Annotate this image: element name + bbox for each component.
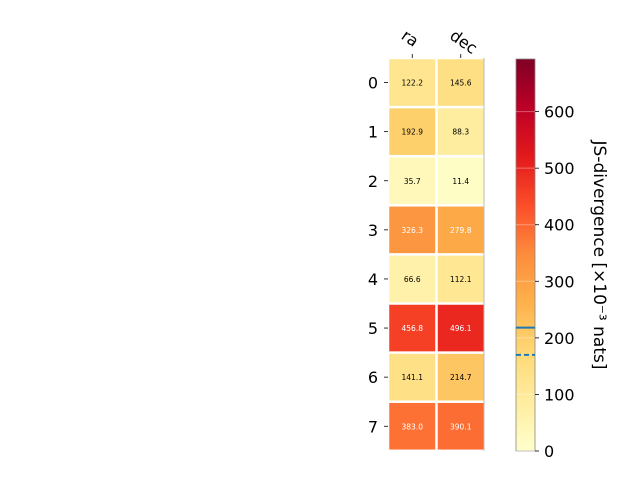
row-label: 3: [368, 221, 378, 240]
heatmap-cell: [437, 255, 484, 303]
colorbar-tick-label: 200: [544, 329, 575, 348]
cell-value-label: 456.8: [402, 324, 424, 333]
cell-value-label: 66.6: [404, 275, 421, 284]
heatmap-cell: [437, 157, 484, 205]
heatmap-cell: [437, 353, 484, 401]
row-label: 1: [368, 123, 378, 142]
cell-value-label: 122.2: [402, 79, 424, 88]
column-label: ra: [398, 26, 422, 51]
heatmap-cell: [389, 206, 436, 254]
colorbar-label: JS-divergence [×10⁻³ nats]: [589, 140, 609, 370]
colorbar-tick-label: 0: [544, 442, 554, 461]
cell-value-label: 326.3: [402, 226, 424, 235]
colorbar: 0 100 200 300 400 500 600: [515, 58, 575, 461]
heatmap-cell: [389, 402, 436, 450]
colorbar-tick-label: 400: [544, 216, 575, 235]
row-label: 0: [368, 74, 378, 93]
colorbar-gradient: [515, 58, 536, 452]
heatmap-cell: [389, 108, 436, 155]
heatmap-cell: [389, 255, 436, 303]
cell-value-label: 192.9: [402, 128, 424, 137]
heatmap-cell: [389, 59, 436, 106]
heatmap-grid: 122.2 145.6 192.9 88.3 35.7 11.4 326.3 279.8 66.…: [389, 59, 484, 450]
row-label: 6: [368, 368, 378, 387]
row-label: 5: [368, 319, 378, 338]
heatmap-cell: [437, 206, 484, 254]
heatmap-cell: [437, 59, 484, 106]
cell-value-label: 112.1: [450, 275, 472, 284]
cell-value-label: 279.8: [450, 226, 472, 235]
colorbar-tick-label: 300: [544, 272, 575, 291]
cell-value-label: 214.7: [450, 373, 472, 382]
cell-value-label: 496.1: [450, 324, 472, 333]
heatmap-cell: [437, 402, 484, 450]
cell-value-label: 141.1: [402, 373, 424, 382]
heatmap-cell: [437, 304, 484, 352]
heatmap-cell: [389, 157, 436, 205]
heatmap-cell: [389, 304, 436, 352]
row-label: 2: [368, 172, 378, 191]
cell-value-label: 145.6: [450, 79, 472, 88]
colorbar-tick-label: 600: [544, 103, 575, 122]
cell-value-label: 88.3: [452, 128, 469, 137]
colorbar-tick-label: 500: [544, 159, 575, 178]
row-label: 4: [368, 270, 378, 289]
cell-value-label: 390.1: [450, 422, 472, 431]
cell-value-label: 35.7: [404, 177, 421, 186]
column-label: dec: [446, 26, 480, 58]
heatmap-cell: [437, 108, 484, 155]
cell-value-label: 11.4: [452, 177, 469, 186]
heatmap-cell: [389, 353, 436, 401]
cell-value-label: 383.0: [402, 422, 424, 431]
colorbar-tick-label: 100: [544, 385, 575, 404]
row-label: 7: [368, 417, 378, 436]
